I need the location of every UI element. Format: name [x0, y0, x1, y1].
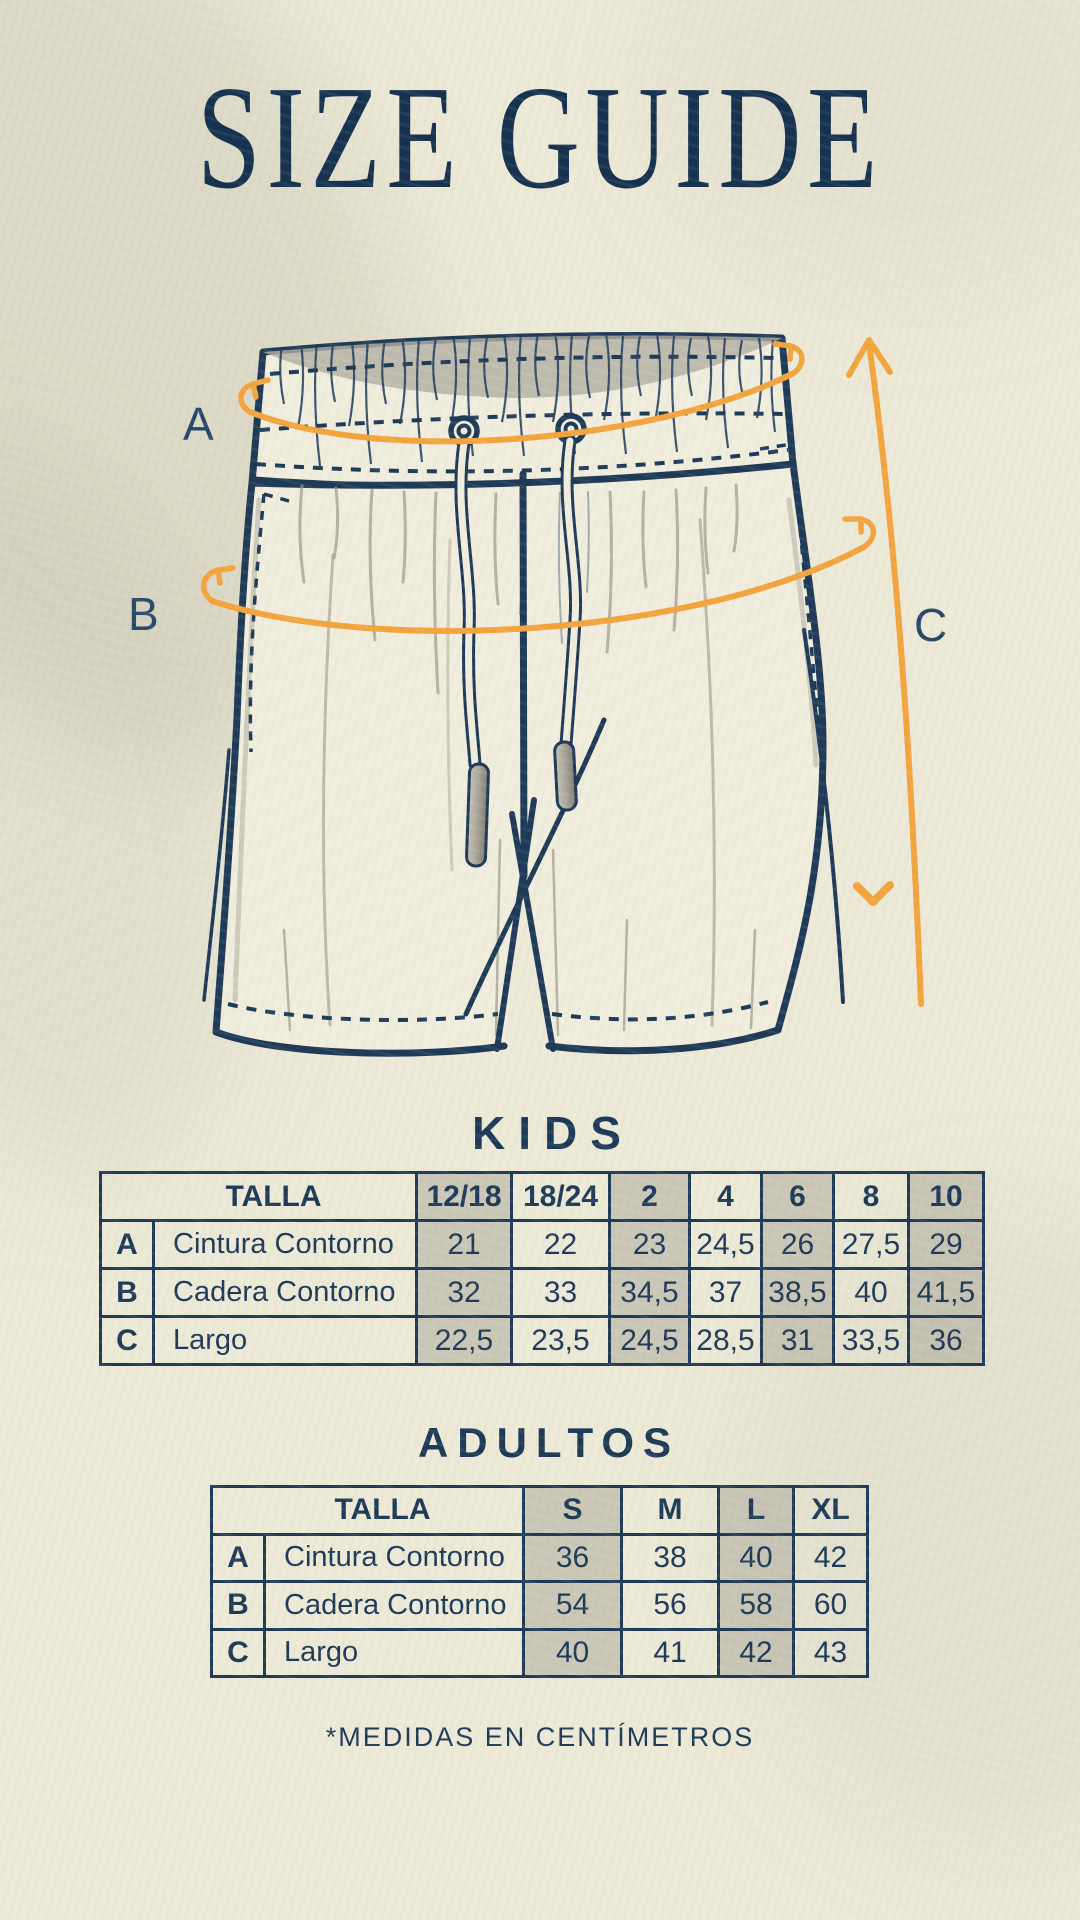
- measure-letter: C: [99, 1315, 155, 1366]
- value-cell: 34,5: [608, 1267, 691, 1318]
- label-b: B: [128, 588, 159, 640]
- value-cell: 29: [907, 1219, 985, 1270]
- value-cell: 27,5: [832, 1219, 910, 1270]
- size-column-header: L: [717, 1485, 795, 1536]
- value-cell: 36: [522, 1532, 623, 1583]
- size-column-header: 6: [760, 1171, 835, 1222]
- measure-label: Largo: [263, 1627, 525, 1678]
- size-column-header: S: [522, 1485, 623, 1536]
- value-cell: 38: [620, 1532, 720, 1583]
- value-cell: 28,5: [688, 1315, 763, 1366]
- measure-letter: B: [210, 1580, 266, 1631]
- size-column-header: 2: [608, 1171, 691, 1222]
- measurement-row: C Largo 22,5 23,5 24,5 28,5 31 33,5 36: [99, 1315, 985, 1366]
- units-footnote: *MEDIDAS EN CENTÍMETROS: [325, 1722, 755, 1752]
- value-cell: 37: [688, 1267, 763, 1318]
- measure-letter: B: [99, 1267, 155, 1318]
- value-cell: 56: [620, 1580, 720, 1631]
- measure-label: Cintura Contorno: [152, 1219, 418, 1270]
- value-cell: 38,5: [760, 1267, 835, 1318]
- chevron-down-icon: [853, 881, 894, 906]
- value-cell: 42: [792, 1532, 869, 1583]
- waistband-stitching: [255, 354, 789, 474]
- kids-table-container: TALLA 12/18 18/24 2 4 6 8 10 A Cintura Contorno 21…: [99, 1171, 985, 1366]
- measure-letter: C: [210, 1627, 266, 1678]
- value-cell: 22,5: [415, 1315, 513, 1366]
- value-cell: 54: [522, 1580, 623, 1631]
- value-cell: 33,5: [832, 1315, 910, 1366]
- size-header-row: TALLA S M L XL: [210, 1485, 869, 1536]
- kids-section-title: KIDS: [472, 1107, 634, 1159]
- measure-label: Cintura Contorno: [263, 1532, 525, 1583]
- label-c: C: [914, 599, 947, 651]
- shorts-body: [216, 463, 823, 1054]
- value-cell: 32: [415, 1267, 513, 1318]
- shorts-outline: [202, 459, 845, 1057]
- value-cell: 42: [717, 1627, 795, 1678]
- value-cell: 41,5: [907, 1267, 985, 1318]
- shorts-diagram: A B C: [90, 260, 1000, 1080]
- length-measure-line: [866, 341, 924, 1007]
- measurement-row: B Cadera Contorno 54 56 58 60: [210, 1580, 869, 1631]
- page-title: SIZE GUIDE: [196, 56, 884, 220]
- measurement-row: B Cadera Contorno 32 33 34,5 37 38,5 40 41,5: [99, 1267, 985, 1318]
- value-cell: 40: [832, 1267, 910, 1318]
- size-column-header: 18/24: [510, 1171, 611, 1222]
- hem-stitching: [227, 1000, 769, 1022]
- measure-label: Largo: [152, 1315, 418, 1366]
- value-cell: 21: [415, 1219, 513, 1270]
- waist-measure-arc: [247, 371, 795, 445]
- value-cell: 58: [717, 1580, 795, 1631]
- kids-size-table: TALLA 12/18 18/24 2 4 6 8 10 A Cintura Contorno 21…: [99, 1171, 985, 1366]
- adultos-table-container: TALLA S M L XL A Cintura Contorno 36 38 40 42 B Cade…: [210, 1485, 869, 1678]
- value-cell: 24,5: [688, 1219, 763, 1270]
- size-column-header: M: [620, 1485, 720, 1536]
- shorts-illustration: A B C: [128, 331, 947, 1057]
- size-column-header: 4: [688, 1171, 763, 1222]
- value-cell: 60: [792, 1580, 869, 1631]
- measurement-row: A Cintura Contorno 36 38 40 42: [210, 1532, 869, 1583]
- hip-measure-arc: [209, 544, 867, 634]
- size-column-header: XL: [792, 1485, 869, 1536]
- measurement-row: C Largo 40 41 42 43: [210, 1627, 869, 1678]
- measurement-arrows: [200, 337, 924, 1007]
- talla-header: TALLA: [210, 1485, 525, 1536]
- measure-label: Cadera Contorno: [263, 1580, 525, 1631]
- value-cell: 26: [760, 1219, 835, 1270]
- value-cell: 40: [522, 1627, 623, 1678]
- pocket-stitching: [248, 442, 826, 759]
- waistband-inner-shadow: [263, 335, 782, 398]
- value-cell: 33: [510, 1267, 611, 1318]
- value-cell: 23: [608, 1219, 691, 1270]
- size-column-header: 8: [832, 1171, 910, 1222]
- adultos-size-table: TALLA S M L XL A Cintura Contorno 36 38 40 42 B Cade…: [210, 1485, 869, 1678]
- measurement-row: A Cintura Contorno 21 22 23 24,5 26 27,5 29: [99, 1219, 985, 1270]
- talla-header: TALLA: [99, 1171, 418, 1222]
- value-cell: 36: [907, 1315, 985, 1366]
- size-header-row: TALLA 12/18 18/24 2 4 6 8 10: [99, 1171, 985, 1222]
- value-cell: 31: [760, 1315, 835, 1366]
- drawstring-aglets: [465, 740, 578, 868]
- label-a: A: [183, 398, 214, 450]
- value-cell: 43: [792, 1627, 869, 1678]
- value-cell: 24,5: [608, 1315, 691, 1366]
- measure-letter: A: [210, 1532, 266, 1583]
- measure-letter: A: [99, 1219, 155, 1270]
- measure-label: Cadera Contorno: [152, 1267, 418, 1318]
- size-column-header: 10: [907, 1171, 985, 1222]
- value-cell: 23,5: [510, 1315, 611, 1366]
- adultos-section-title: ADULTOS: [417, 1419, 681, 1466]
- value-cell: 41: [620, 1627, 720, 1678]
- fabric-gathers: [298, 483, 739, 695]
- value-cell: 22: [510, 1219, 611, 1270]
- size-column-header: 12/18: [415, 1171, 513, 1222]
- value-cell: 40: [717, 1532, 795, 1583]
